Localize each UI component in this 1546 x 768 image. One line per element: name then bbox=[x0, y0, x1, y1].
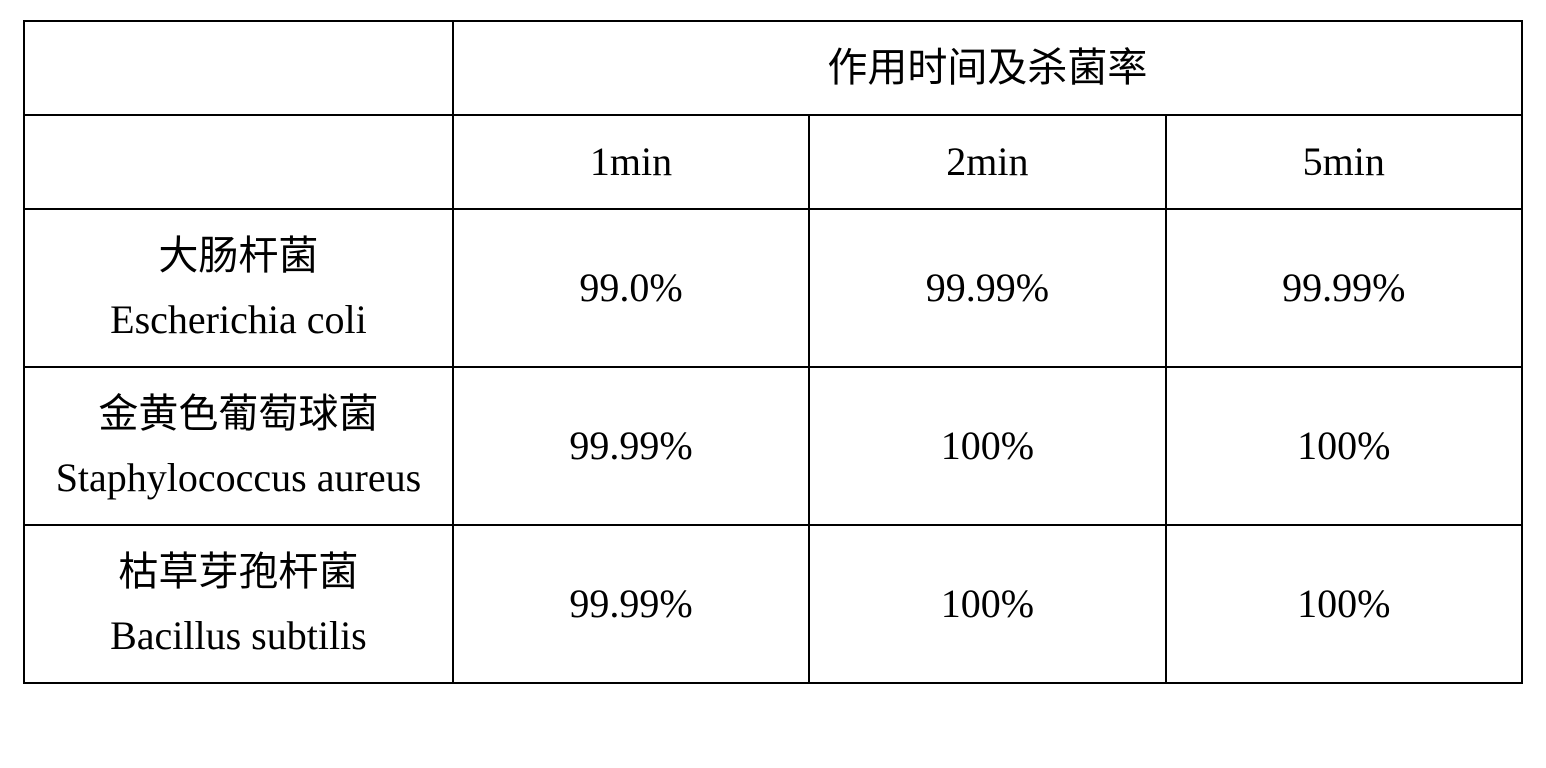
table-row: 金黄色葡萄球菌 Staphylococcus aureus 99.99% 100… bbox=[24, 367, 1522, 525]
row-label-en: Escherichia coli bbox=[35, 288, 442, 352]
row-label-staph: 金黄色葡萄球菌 Staphylococcus aureus bbox=[24, 367, 453, 525]
empty-subheader-cell bbox=[24, 115, 453, 209]
time-header-1min: 1min bbox=[453, 115, 809, 209]
row-label-cn: 金黄色葡萄球菌 bbox=[35, 382, 442, 446]
value-cell: 99.99% bbox=[453, 367, 809, 525]
value-cell: 100% bbox=[1166, 367, 1522, 525]
value-cell: 99.99% bbox=[453, 525, 809, 683]
value-cell: 100% bbox=[809, 367, 1165, 525]
row-label-cn: 大肠杆菌 bbox=[35, 224, 442, 288]
time-header-2min: 2min bbox=[809, 115, 1165, 209]
empty-header-cell bbox=[24, 21, 453, 115]
value-cell: 100% bbox=[1166, 525, 1522, 683]
row-label-bacillus: 枯草芽孢杆菌 Bacillus subtilis bbox=[24, 525, 453, 683]
row-label-ecoli: 大肠杆菌 Escherichia coli bbox=[24, 209, 453, 367]
header-title-cell: 作用时间及杀菌率 bbox=[453, 21, 1522, 115]
value-cell: 99.0% bbox=[453, 209, 809, 367]
table-header-row-1: 作用时间及杀菌率 bbox=[24, 21, 1522, 115]
time-header-5min: 5min bbox=[1166, 115, 1522, 209]
table-row: 枯草芽孢杆菌 Bacillus subtilis 99.99% 100% 100… bbox=[24, 525, 1522, 683]
value-cell: 99.99% bbox=[1166, 209, 1522, 367]
table-header-row-2: 1min 2min 5min bbox=[24, 115, 1522, 209]
bactericidal-rate-table: 作用时间及杀菌率 1min 2min 5min 大肠杆菌 Escherichia… bbox=[23, 20, 1523, 684]
row-label-cn: 枯草芽孢杆菌 bbox=[35, 540, 442, 604]
row-label-en: Staphylococcus aureus bbox=[35, 446, 442, 510]
value-cell: 100% bbox=[809, 525, 1165, 683]
value-cell: 99.99% bbox=[809, 209, 1165, 367]
table-row: 大肠杆菌 Escherichia coli 99.0% 99.99% 99.99… bbox=[24, 209, 1522, 367]
row-label-en: Bacillus subtilis bbox=[35, 604, 442, 668]
